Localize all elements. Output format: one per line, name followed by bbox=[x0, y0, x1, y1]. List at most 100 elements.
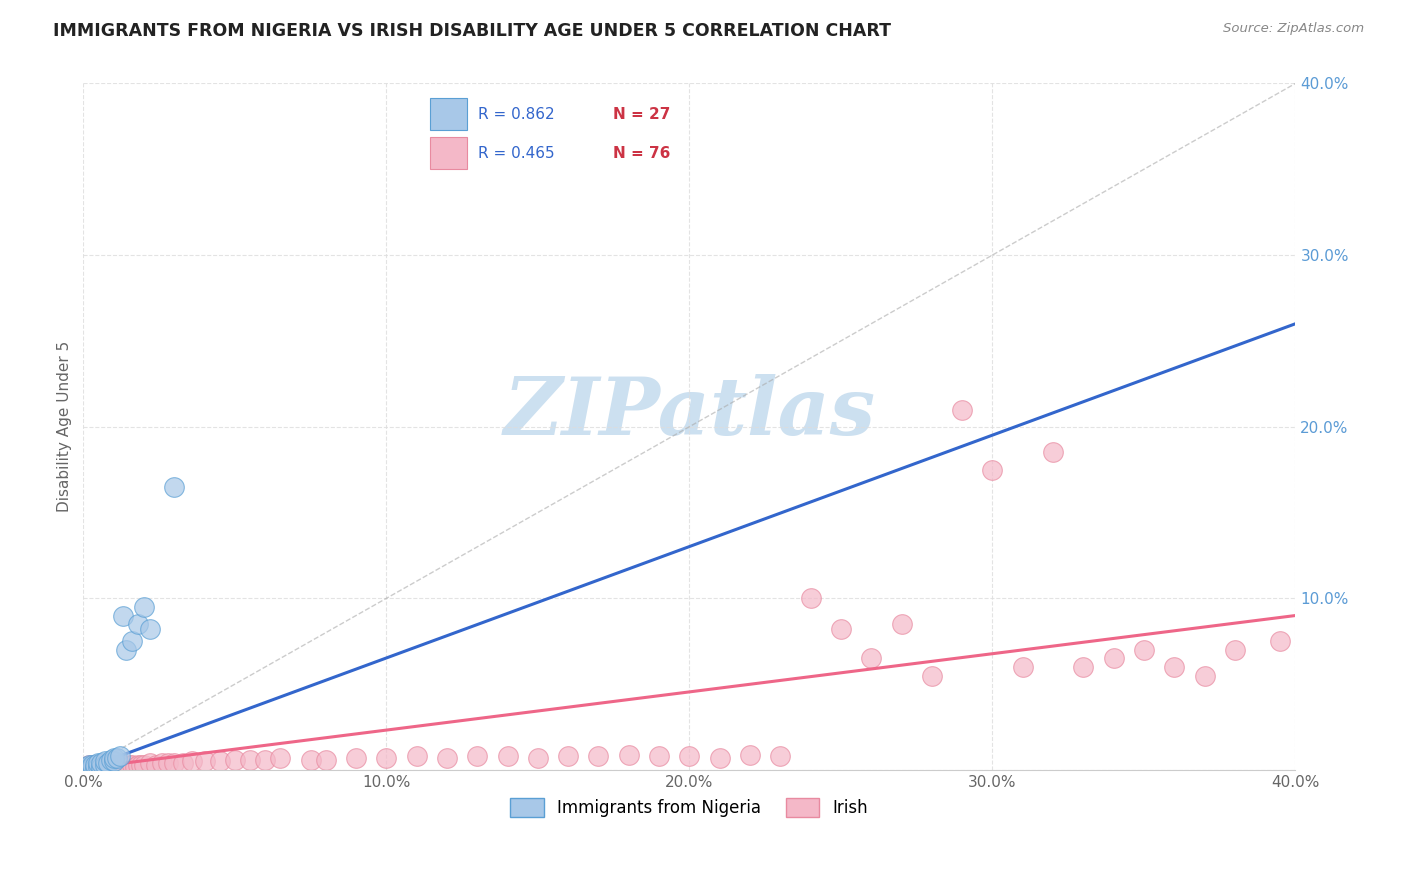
Point bbox=[709, 751, 731, 765]
Text: IMMIGRANTS FROM NIGERIA VS IRISH DISABILITY AGE UNDER 5 CORRELATION CHART: IMMIGRANTS FROM NIGERIA VS IRISH DISABIL… bbox=[53, 22, 891, 40]
Point bbox=[96, 757, 118, 772]
Point bbox=[193, 755, 215, 769]
Point bbox=[82, 759, 104, 773]
Point bbox=[150, 756, 173, 771]
Point bbox=[87, 756, 110, 771]
Text: N = 27: N = 27 bbox=[613, 107, 671, 121]
Point bbox=[93, 757, 115, 772]
Point bbox=[79, 761, 101, 775]
Point bbox=[617, 747, 640, 762]
Point bbox=[114, 759, 136, 773]
Point bbox=[465, 749, 488, 764]
Point bbox=[79, 757, 101, 772]
Point bbox=[1133, 643, 1156, 657]
Point bbox=[90, 759, 112, 773]
Point bbox=[87, 759, 110, 773]
Point bbox=[96, 756, 118, 771]
Point bbox=[172, 756, 194, 771]
Point bbox=[738, 747, 761, 762]
Point bbox=[648, 749, 671, 764]
Point bbox=[921, 668, 943, 682]
Point bbox=[114, 643, 136, 657]
Point bbox=[84, 757, 107, 772]
Point bbox=[105, 757, 128, 772]
Point bbox=[1194, 668, 1216, 682]
Point bbox=[1073, 660, 1095, 674]
Point bbox=[82, 759, 104, 773]
Point bbox=[830, 622, 852, 636]
Point bbox=[108, 749, 131, 764]
Point bbox=[93, 757, 115, 772]
Point bbox=[105, 751, 128, 765]
Text: ZIPatlas: ZIPatlas bbox=[503, 375, 876, 451]
Point bbox=[132, 599, 155, 614]
Point bbox=[121, 634, 143, 648]
Point bbox=[90, 761, 112, 775]
Point bbox=[79, 761, 101, 775]
Point bbox=[981, 462, 1004, 476]
Point bbox=[82, 757, 104, 772]
Point bbox=[1011, 660, 1033, 674]
Point bbox=[75, 761, 97, 775]
Point bbox=[93, 759, 115, 773]
Point bbox=[181, 755, 204, 769]
Point bbox=[344, 751, 367, 765]
Point bbox=[90, 756, 112, 771]
Point bbox=[769, 749, 792, 764]
Point bbox=[678, 749, 700, 764]
Point bbox=[100, 759, 122, 773]
Point bbox=[127, 617, 149, 632]
Text: Source: ZipAtlas.com: Source: ZipAtlas.com bbox=[1223, 22, 1364, 36]
FancyBboxPatch shape bbox=[430, 137, 467, 169]
Point bbox=[84, 761, 107, 775]
Point bbox=[103, 751, 125, 765]
Legend: Immigrants from Nigeria, Irish: Immigrants from Nigeria, Irish bbox=[503, 791, 875, 823]
Point bbox=[588, 749, 610, 764]
Point bbox=[224, 753, 246, 767]
FancyBboxPatch shape bbox=[430, 98, 467, 130]
Point bbox=[1223, 643, 1246, 657]
Point bbox=[121, 757, 143, 772]
Point bbox=[239, 753, 262, 767]
Point bbox=[103, 757, 125, 772]
Point bbox=[132, 757, 155, 772]
Point bbox=[860, 651, 883, 665]
Point bbox=[103, 759, 125, 773]
Point bbox=[75, 761, 97, 775]
Point bbox=[1270, 634, 1292, 648]
Point bbox=[87, 757, 110, 772]
Point bbox=[950, 402, 973, 417]
Point bbox=[269, 751, 291, 765]
Point bbox=[163, 480, 186, 494]
Point bbox=[496, 749, 519, 764]
Point bbox=[93, 755, 115, 769]
Point bbox=[75, 759, 97, 773]
Point bbox=[82, 761, 104, 775]
Point bbox=[436, 751, 458, 765]
Point bbox=[1163, 660, 1185, 674]
Point bbox=[315, 753, 337, 767]
Point bbox=[96, 761, 118, 775]
Point bbox=[527, 751, 550, 765]
Point bbox=[124, 759, 146, 773]
Point bbox=[139, 622, 162, 636]
Point bbox=[84, 761, 107, 775]
Point bbox=[1042, 445, 1064, 459]
Text: R = 0.862: R = 0.862 bbox=[478, 107, 554, 121]
Point bbox=[800, 591, 823, 606]
Point bbox=[87, 759, 110, 773]
Point bbox=[254, 753, 277, 767]
Point bbox=[1102, 651, 1125, 665]
Point bbox=[557, 749, 579, 764]
Point bbox=[118, 757, 141, 772]
Text: R = 0.465: R = 0.465 bbox=[478, 146, 554, 161]
Point bbox=[108, 759, 131, 773]
Point bbox=[299, 753, 322, 767]
Point bbox=[157, 756, 180, 771]
Point bbox=[375, 751, 398, 765]
Point bbox=[163, 756, 186, 771]
Y-axis label: Disability Age Under 5: Disability Age Under 5 bbox=[58, 341, 72, 512]
Point bbox=[145, 757, 167, 772]
Point bbox=[84, 757, 107, 772]
Point bbox=[79, 759, 101, 773]
